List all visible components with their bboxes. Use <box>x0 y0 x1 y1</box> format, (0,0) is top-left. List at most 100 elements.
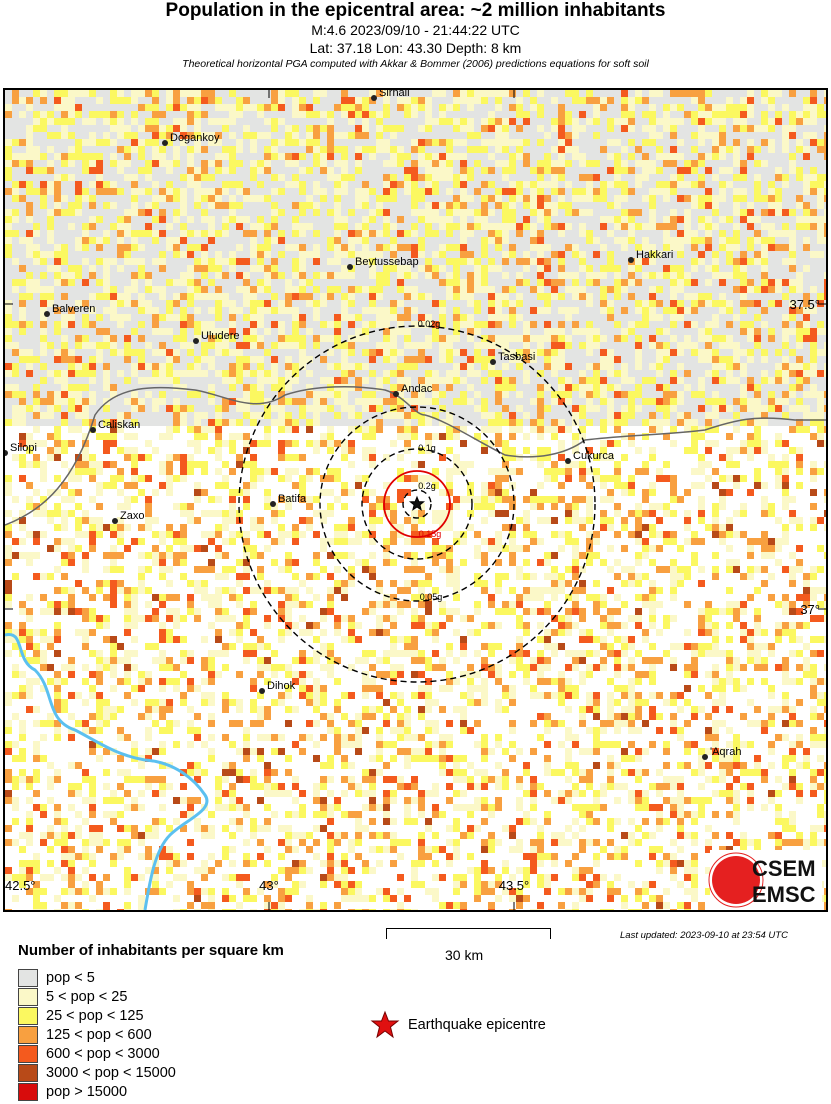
population-cell <box>635 174 642 181</box>
population-cell <box>544 335 551 342</box>
population-cell <box>341 153 348 160</box>
population-cell <box>656 244 663 251</box>
population-cell <box>775 237 782 244</box>
population-cell <box>208 321 215 328</box>
population-cell <box>320 132 327 139</box>
population-cell <box>600 300 607 307</box>
population-cell <box>439 153 446 160</box>
population-cell <box>33 146 40 153</box>
population-cell <box>250 251 257 258</box>
population-cell <box>796 216 803 223</box>
population-cell <box>439 300 446 307</box>
population-cell <box>257 139 264 146</box>
population-cell <box>558 328 565 335</box>
population-cell <box>390 349 397 356</box>
population-cell <box>271 342 278 349</box>
population-map[interactable]: 0.2g 0.15g 0.1g 0.05g 0.02g Sirnali Dogankoy B… <box>3 88 828 912</box>
population-cell <box>635 195 642 202</box>
population-cell <box>404 251 411 258</box>
population-cell <box>691 223 698 230</box>
population-cell <box>621 160 628 167</box>
population-cell <box>481 342 488 349</box>
population-cell <box>47 370 54 377</box>
population-cell <box>453 335 460 342</box>
population-cell <box>481 293 488 300</box>
map-title: Population in the epicentral area: ~2 mi… <box>165 0 666 21</box>
population-cell <box>565 342 572 349</box>
population-cell <box>740 153 747 160</box>
population-cell <box>264 160 271 167</box>
population-cell <box>215 363 222 370</box>
population-cell <box>355 265 362 272</box>
population-cell <box>768 251 775 258</box>
population-cell <box>257 293 264 300</box>
population-cell <box>656 160 663 167</box>
population-cell <box>698 97 705 104</box>
population-cell <box>670 97 677 104</box>
population-cell <box>397 265 404 272</box>
population-cell <box>775 300 782 307</box>
population-cell <box>474 349 481 356</box>
population-cell <box>110 216 117 223</box>
population-cell <box>726 209 733 216</box>
population-cell <box>187 356 194 363</box>
population-cell <box>201 342 208 349</box>
population-cell <box>593 244 600 251</box>
population-cell <box>754 251 761 258</box>
population-cell <box>810 314 817 321</box>
population-cell <box>824 349 826 356</box>
population-cell <box>656 356 663 363</box>
population-cell <box>467 230 474 237</box>
population-cell <box>26 349 33 356</box>
population-cell <box>530 251 537 258</box>
population-cell <box>327 188 334 195</box>
population-cell <box>166 132 173 139</box>
population-cell <box>103 111 110 118</box>
population-cell <box>383 300 390 307</box>
population-cell <box>432 377 439 384</box>
population-cell <box>502 223 509 230</box>
population-cell <box>271 363 278 370</box>
population-cell <box>663 223 670 230</box>
population-cell <box>747 370 754 377</box>
population-cell <box>229 314 236 321</box>
population-cell <box>236 300 243 307</box>
population-cell <box>243 139 250 146</box>
population-cell <box>306 251 313 258</box>
population-cell <box>824 174 826 181</box>
population-cell <box>397 272 404 279</box>
population-cell <box>390 363 397 370</box>
population-cell <box>684 293 691 300</box>
population-cell <box>698 167 705 174</box>
population-cell <box>502 216 509 223</box>
population-cell <box>89 265 96 272</box>
population-cell <box>537 125 544 132</box>
population-cell <box>61 153 68 160</box>
population-cell <box>257 125 264 132</box>
population-cell <box>530 307 537 314</box>
population-cell <box>768 90 775 97</box>
population-cell <box>719 216 726 223</box>
population-cell <box>54 328 61 335</box>
population-cell <box>565 230 572 237</box>
population-cell <box>68 279 75 286</box>
population-cell <box>194 90 201 97</box>
population-cell <box>187 328 194 335</box>
population-cell <box>460 279 467 286</box>
population-cell <box>124 153 131 160</box>
population-cell <box>551 356 558 363</box>
population-cell <box>110 146 117 153</box>
population-cell <box>390 377 397 384</box>
population-cell <box>75 230 82 237</box>
population-cell <box>117 153 124 160</box>
population-cell <box>614 195 621 202</box>
population-cell <box>117 279 124 286</box>
population-cell <box>502 188 509 195</box>
population-cell <box>761 216 768 223</box>
population-cell <box>642 181 649 188</box>
population-cell <box>817 335 824 342</box>
population-cell <box>635 237 642 244</box>
population-cell <box>299 160 306 167</box>
population-cell <box>635 370 642 377</box>
population-cell <box>376 202 383 209</box>
